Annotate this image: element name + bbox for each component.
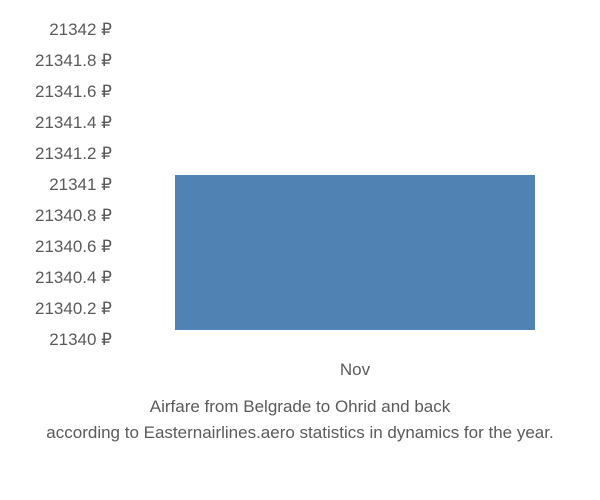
y-tick: 21341.4 ₽	[0, 113, 112, 133]
caption-line-1: Airfare from Belgrade to Ohrid and back	[0, 394, 600, 420]
y-tick: 21340.8 ₽	[0, 206, 112, 226]
y-tick: 21341.8 ₽	[0, 51, 112, 71]
y-tick: 21340.4 ₽	[0, 268, 112, 288]
caption-line-2: according to Easternairlines.aero statis…	[0, 420, 600, 446]
bar-nov	[175, 175, 535, 330]
y-tick: 21340 ₽	[0, 330, 112, 350]
x-axis-label: Nov	[340, 360, 370, 380]
y-tick: 21340.2 ₽	[0, 299, 112, 319]
y-tick: 21340.6 ₽	[0, 237, 112, 257]
price-chart: 21342 ₽ 21341.8 ₽ 21341.6 ₽ 21341.4 ₽ 21…	[0, 10, 600, 350]
y-tick: 21341.2 ₽	[0, 144, 112, 164]
chart-caption: Airfare from Belgrade to Ohrid and back …	[0, 394, 600, 445]
plot-area	[120, 20, 580, 330]
y-axis: 21342 ₽ 21341.8 ₽ 21341.6 ₽ 21341.4 ₽ 21…	[0, 10, 120, 350]
y-tick: 21341.6 ₽	[0, 82, 112, 102]
y-tick: 21341 ₽	[0, 175, 112, 195]
y-tick: 21342 ₽	[0, 20, 112, 40]
